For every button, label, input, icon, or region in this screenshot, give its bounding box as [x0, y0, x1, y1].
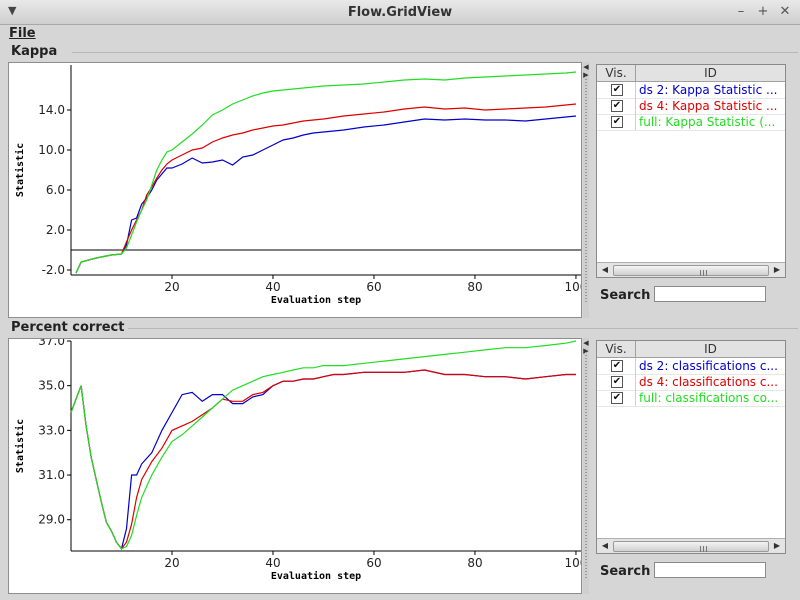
- panel-title: Kappa: [11, 44, 58, 59]
- series-line-full: [75, 71, 577, 274]
- menu-file[interactable]: File: [9, 26, 36, 41]
- search-label: Search: [600, 564, 651, 579]
- x-tick-label: 60: [366, 556, 381, 570]
- y-tick-label: 37.0: [38, 339, 65, 348]
- column-header-vis[interactable]: Vis.: [597, 65, 636, 81]
- series-side-panel: Vis. ID ✔ ds 2: classifications c... ✔ d…: [596, 340, 792, 586]
- table-row[interactable]: ✔ full: Kappa Statistic (...: [597, 114, 785, 131]
- series-line-ds2: [75, 115, 577, 274]
- series-label: ds 4: Kappa Statistic ...: [639, 99, 778, 113]
- x-tick-label: 40: [265, 556, 280, 570]
- scrollbar-thumb[interactable]: [613, 265, 769, 276]
- y-axis-label: Statistic: [14, 419, 26, 473]
- y-tick-label: 31.0: [38, 468, 65, 482]
- window-title: Flow.GridView: [347, 5, 453, 20]
- collapse-right-icon[interactable]: ▶: [583, 347, 589, 355]
- series-table: Vis. ID ✔ ds 2: classifications c... ✔ d…: [596, 340, 786, 554]
- column-header-id[interactable]: ID: [704, 342, 717, 356]
- visibility-checkbox[interactable]: ✔: [611, 84, 623, 96]
- panel-kappa: Kappa -2.0 2.0 6.0 10.0 14.0 20 40 60 80 100 Evalu…: [2, 44, 798, 320]
- chart-percent-correct: 29.0 31.0 33.0 35.0 37.0 20 40 60 80 100 Evaluatio…: [8, 338, 582, 594]
- x-tick-label: 40: [265, 280, 280, 294]
- y-tick-label: 35.0: [38, 379, 65, 393]
- panel-percent-correct: Percent correct 29.0 31.0 33.0 35.0 37.0 20 40…: [2, 320, 798, 598]
- search-input[interactable]: [654, 562, 766, 578]
- x-tick-label: 60: [366, 280, 381, 294]
- table-row[interactable]: ✔ ds 4: classifications c...: [597, 374, 785, 391]
- search-input[interactable]: [654, 286, 766, 302]
- table-row[interactable]: ✔ ds 4: Kappa Statistic ...: [597, 98, 785, 115]
- series-line-ds4: [75, 103, 577, 274]
- scrollbar-thumb[interactable]: [613, 541, 769, 552]
- scroll-right-icon[interactable]: ▶: [773, 265, 781, 274]
- scroll-left-icon[interactable]: ◀: [601, 541, 609, 550]
- search-label: Search: [600, 288, 651, 303]
- panel-divider: [72, 52, 798, 53]
- visibility-checkbox[interactable]: ✔: [611, 116, 623, 128]
- chart-kappa: -2.0 2.0 6.0 10.0 14.0 20 40 60 80 100 Evaluation …: [8, 62, 582, 318]
- table-header: Vis. ID: [597, 341, 785, 358]
- panel-title: Percent correct: [11, 320, 125, 335]
- series-line-ds2: [70, 369, 576, 551]
- x-tick-label: 80: [467, 280, 482, 294]
- x-tick-label: 80: [467, 556, 482, 570]
- x-axis-label: Evaluation step: [271, 294, 361, 306]
- series-label: full: Kappa Statistic (...: [639, 115, 776, 129]
- table-row[interactable]: ✔ full: classifications co...: [597, 390, 785, 407]
- table-row[interactable]: ✔ ds 2: Kappa Statistic ...: [597, 82, 785, 99]
- panel-divider: [128, 328, 798, 329]
- visibility-checkbox[interactable]: ✔: [611, 376, 623, 388]
- y-tick-label: 10.0: [38, 143, 65, 157]
- horizontal-scrollbar[interactable]: ◀ ▶: [597, 262, 785, 277]
- series-label: ds 4: classifications c...: [639, 375, 778, 389]
- y-tick-label: 2.0: [46, 223, 65, 237]
- y-axis-label: Statistic: [14, 143, 26, 197]
- y-tick-label: 33.0: [38, 423, 65, 437]
- table-row[interactable]: ✔ ds 2: classifications c...: [597, 358, 785, 375]
- visibility-checkbox[interactable]: ✔: [611, 100, 623, 112]
- table-header: Vis. ID: [597, 65, 785, 82]
- collapse-right-icon[interactable]: ▶: [583, 71, 589, 79]
- x-tick-label: 100: [564, 556, 582, 570]
- series-label: full: classifications co...: [639, 391, 779, 405]
- x-axis-label: Evaluation step: [271, 570, 361, 582]
- series-label: ds 2: classifications c...: [639, 359, 778, 373]
- window-titlebar: ▼ Flow.GridView – + ✕: [0, 0, 800, 25]
- chart-kappa-svg: -2.0 2.0 6.0 10.0 14.0 20 40 60 80 100 Evaluation …: [14, 65, 582, 306]
- y-tick-label: 6.0: [46, 183, 65, 197]
- x-tick-label: 100: [564, 280, 582, 294]
- y-tick-label: 29.0: [38, 513, 65, 527]
- series-line-ds4: [70, 369, 576, 550]
- series-table: Vis. ID ✔ ds 2: Kappa Statistic ... ✔ ds…: [596, 64, 786, 278]
- close-icon[interactable]: ✕: [779, 4, 791, 19]
- x-tick-label: 20: [164, 556, 179, 570]
- window-menu-icon[interactable]: ▼: [8, 4, 17, 17]
- scroll-right-icon[interactable]: ▶: [773, 541, 781, 550]
- menu-bar: File: [0, 25, 800, 43]
- y-tick-label: 14.0: [38, 103, 65, 117]
- split-pane-divider[interactable]: ◀ ▶: [583, 62, 589, 318]
- collapse-left-icon[interactable]: ◀: [583, 63, 589, 71]
- splitter-grip: [585, 76, 587, 304]
- chart-percent-correct-svg: 29.0 31.0 33.0 35.0 37.0 20 40 60 80 100 Evaluatio…: [14, 339, 582, 582]
- series-side-panel: Vis. ID ✔ ds 2: Kappa Statistic ... ✔ ds…: [596, 64, 792, 310]
- x-tick-label: 20: [164, 280, 179, 294]
- column-header-id[interactable]: ID: [704, 66, 717, 80]
- collapse-left-icon[interactable]: ◀: [583, 339, 589, 347]
- maximize-icon[interactable]: +: [757, 4, 769, 19]
- splitter-grip: [585, 352, 587, 580]
- visibility-checkbox[interactable]: ✔: [611, 392, 623, 404]
- split-pane-divider[interactable]: ◀ ▶: [583, 338, 589, 594]
- y-tick-label: -2.0: [42, 263, 65, 277]
- series-line-full: [70, 340, 577, 550]
- minimize-icon[interactable]: –: [737, 4, 745, 19]
- visibility-checkbox[interactable]: ✔: [611, 360, 623, 372]
- column-header-vis[interactable]: Vis.: [597, 341, 636, 357]
- series-label: ds 2: Kappa Statistic ...: [639, 83, 778, 97]
- scroll-left-icon[interactable]: ◀: [601, 265, 609, 274]
- horizontal-scrollbar[interactable]: ◀ ▶: [597, 538, 785, 553]
